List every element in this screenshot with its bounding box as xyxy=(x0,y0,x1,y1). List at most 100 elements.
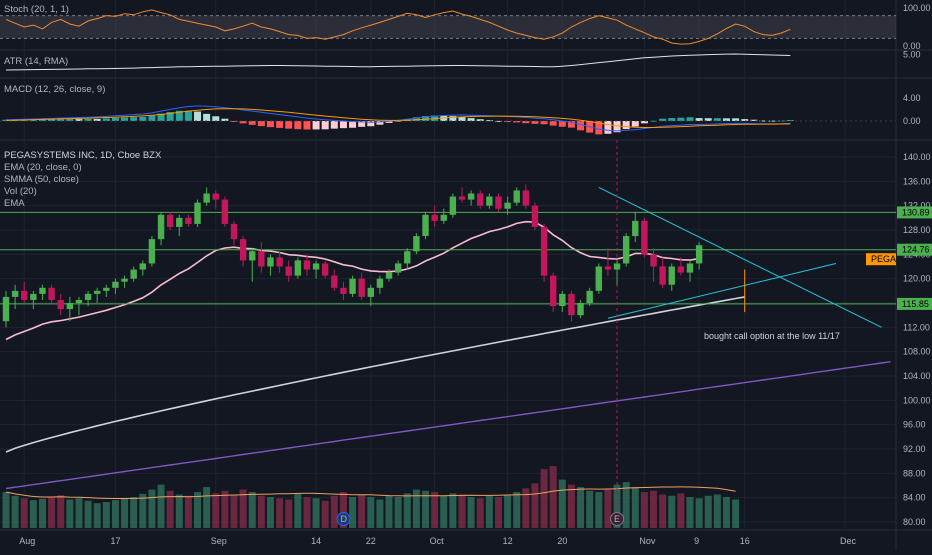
volume-bar-59 xyxy=(540,469,548,528)
candle-body-7 xyxy=(66,303,74,310)
candle-body-2 xyxy=(21,290,28,300)
candle-body-48 xyxy=(440,214,447,221)
candle-body-56 xyxy=(513,190,520,203)
price-tick-0: 140.00 xyxy=(903,152,931,162)
volume-bar-63 xyxy=(577,487,585,528)
candle-body-53 xyxy=(486,196,493,206)
macd-hist-bar-41 xyxy=(376,121,384,125)
macd-hist-bar-16 xyxy=(148,115,156,121)
volume-bar-72 xyxy=(659,494,667,528)
price-tick-7: 112.00 xyxy=(903,322,930,332)
volume-bar-19 xyxy=(175,494,183,528)
candle-body-59 xyxy=(540,226,548,276)
candle-body-4 xyxy=(39,287,46,294)
ema-label[interactable]: EMA xyxy=(4,198,25,209)
macd-hist-bar-22 xyxy=(203,113,211,121)
macd-hist-bar-73 xyxy=(668,118,676,121)
symbol-title[interactable]: PEGASYSTEMS INC, 1D, Cboe BZX xyxy=(4,150,162,161)
volume-bar-65 xyxy=(595,492,603,528)
price-tick-1: 136.00 xyxy=(903,176,931,186)
candle-body-30 xyxy=(276,257,283,267)
volume-bar-15 xyxy=(139,493,147,528)
macd-hist-bar-15 xyxy=(139,116,147,121)
macd-tick-0: 0.00 xyxy=(903,116,921,126)
volume-bar-46 xyxy=(422,490,430,528)
candle-body-16 xyxy=(148,239,156,264)
x-tick-5: Oct xyxy=(430,536,445,546)
candle-body-43 xyxy=(394,263,402,273)
macd-hist-bar-70 xyxy=(640,121,648,124)
macd-tick-4: 4.00 xyxy=(903,93,921,103)
volume-bar-18 xyxy=(166,490,174,528)
candle-body-15 xyxy=(139,263,146,270)
macd-hist-bar-6 xyxy=(57,119,65,121)
candle-body-73 xyxy=(668,266,675,285)
macd-hist-bar-31 xyxy=(285,121,293,129)
volume-bar-17 xyxy=(157,484,165,528)
vol-20-label[interactable]: Vol (20) xyxy=(4,186,37,197)
candle-body-36 xyxy=(331,275,338,288)
volume-bar-77 xyxy=(704,495,712,528)
volume-bar-53 xyxy=(485,495,493,528)
candle-body-57 xyxy=(522,190,530,206)
volume-bar-40 xyxy=(367,497,375,528)
stoch-label[interactable]: Stoch (20, 1, 1) xyxy=(4,4,69,15)
volume-bar-0 xyxy=(2,492,10,528)
atr-tick-5: 5.00 xyxy=(903,50,921,60)
trendline-lower xyxy=(607,262,837,319)
volume-bar-68 xyxy=(622,482,630,528)
ema-20-label[interactable]: EMA (20, close, 0) xyxy=(4,162,82,173)
macd-hist-bar-28 xyxy=(257,121,265,127)
macd-hist-bar-81 xyxy=(741,119,749,121)
level-badge-1 xyxy=(897,243,932,256)
candle-body-47 xyxy=(431,214,438,221)
candle-body-39 xyxy=(358,278,365,297)
atr-label[interactable]: ATR (14, RMA) xyxy=(4,56,69,67)
macd-hist-bar-65 xyxy=(595,121,603,135)
macd-label[interactable]: MACD (12, 26, close, 9) xyxy=(4,84,106,95)
macd-hist-bar-34 xyxy=(312,121,320,130)
candle-body-37 xyxy=(340,287,347,294)
volume-bar-48 xyxy=(440,495,448,528)
volume-bar-33 xyxy=(303,497,311,528)
x-tick-8: Nov xyxy=(639,536,656,546)
price-tick-3: 128.00 xyxy=(903,225,931,235)
candle-body-72 xyxy=(659,266,666,285)
macd-hist-bar-78 xyxy=(713,118,721,121)
volume-bar-60 xyxy=(549,466,557,528)
volume-bar-31 xyxy=(285,499,293,528)
macd-hist-bar-58 xyxy=(531,121,539,124)
candle-body-9 xyxy=(84,293,92,300)
smma-50-line xyxy=(5,296,745,453)
macd-hist-bar-51 xyxy=(467,118,475,121)
atr-line xyxy=(5,53,791,71)
x-tick-2: Sep xyxy=(211,536,227,546)
x-tick-10: 16 xyxy=(740,536,750,546)
macd-hist-bar-4 xyxy=(38,119,46,121)
price-tick-2: 132.00 xyxy=(903,201,931,211)
price-tick-5: 120.00 xyxy=(903,274,931,284)
volume-bar-30 xyxy=(276,498,284,528)
volume-bar-57 xyxy=(522,488,530,528)
x-tick-3: 14 xyxy=(311,536,321,546)
candle-body-66 xyxy=(604,266,612,270)
stoch-line xyxy=(5,9,791,45)
volume-bar-54 xyxy=(494,497,502,528)
macd-hist-bar-61 xyxy=(558,121,566,127)
smma-50-label[interactable]: SMMA (50, close) xyxy=(4,174,79,185)
candle-body-27 xyxy=(249,251,256,261)
macd-hist-bar-66 xyxy=(604,121,612,134)
candle-body-38 xyxy=(349,278,356,294)
macd-hist-bar-35 xyxy=(321,121,329,130)
trade-annotation: bought call option at the low 11/17 xyxy=(704,331,840,341)
macd-hist-bar-37 xyxy=(339,121,347,129)
candle-body-8 xyxy=(75,299,83,303)
candle-body-13 xyxy=(121,278,128,282)
volume-bar-26 xyxy=(239,489,247,528)
candle-body-21 xyxy=(194,202,201,224)
volume-bar-79 xyxy=(722,497,730,528)
macd-hist-bar-69 xyxy=(631,121,639,127)
macd-hist-bar-77 xyxy=(704,118,712,121)
candle-body-6 xyxy=(57,299,64,310)
